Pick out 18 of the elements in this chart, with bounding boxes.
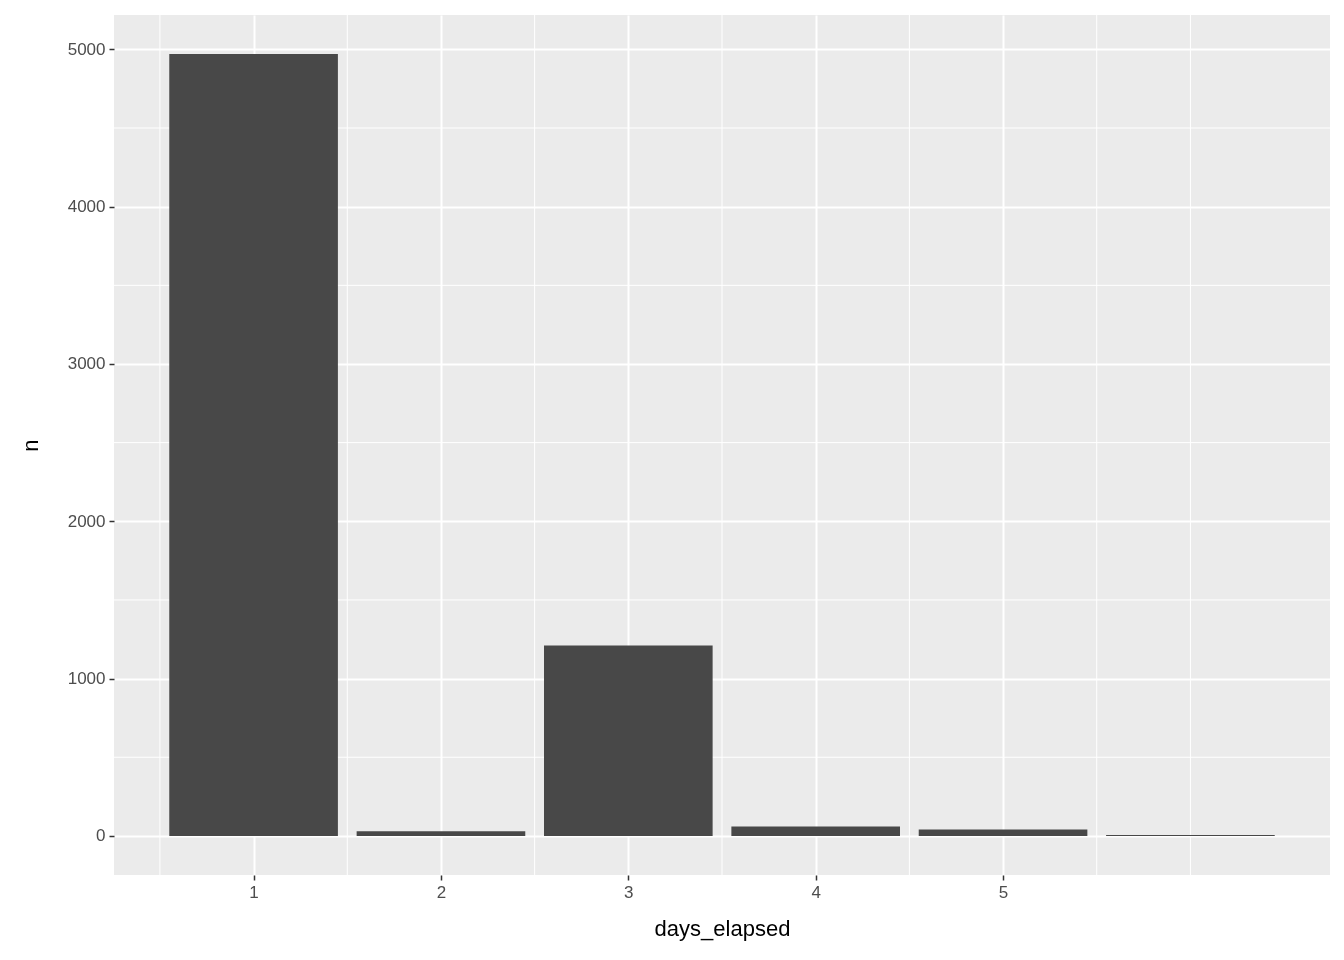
x-tick-label: 4: [811, 882, 821, 902]
bar: [731, 826, 900, 836]
y-axis-title: n: [17, 439, 43, 452]
bar: [544, 645, 713, 836]
x-axis-title: days_elapsed: [654, 915, 791, 941]
y-tick-label: 0: [96, 826, 106, 846]
y-tick-label: 5000: [67, 39, 106, 59]
x-tick-label: 1: [249, 882, 259, 902]
y-tick-label: 2000: [67, 511, 106, 531]
x-tick-label: 2: [436, 882, 447, 902]
bar: [169, 54, 338, 836]
y-tick-label: 3000: [67, 354, 106, 374]
x-tick-label: 5: [998, 882, 1009, 902]
bar: [918, 829, 1088, 836]
x-tick-label: 3: [624, 882, 634, 902]
bar: [356, 831, 526, 836]
y-tick-label: 4000: [67, 197, 106, 217]
y-tick-label: 1000: [67, 669, 106, 689]
